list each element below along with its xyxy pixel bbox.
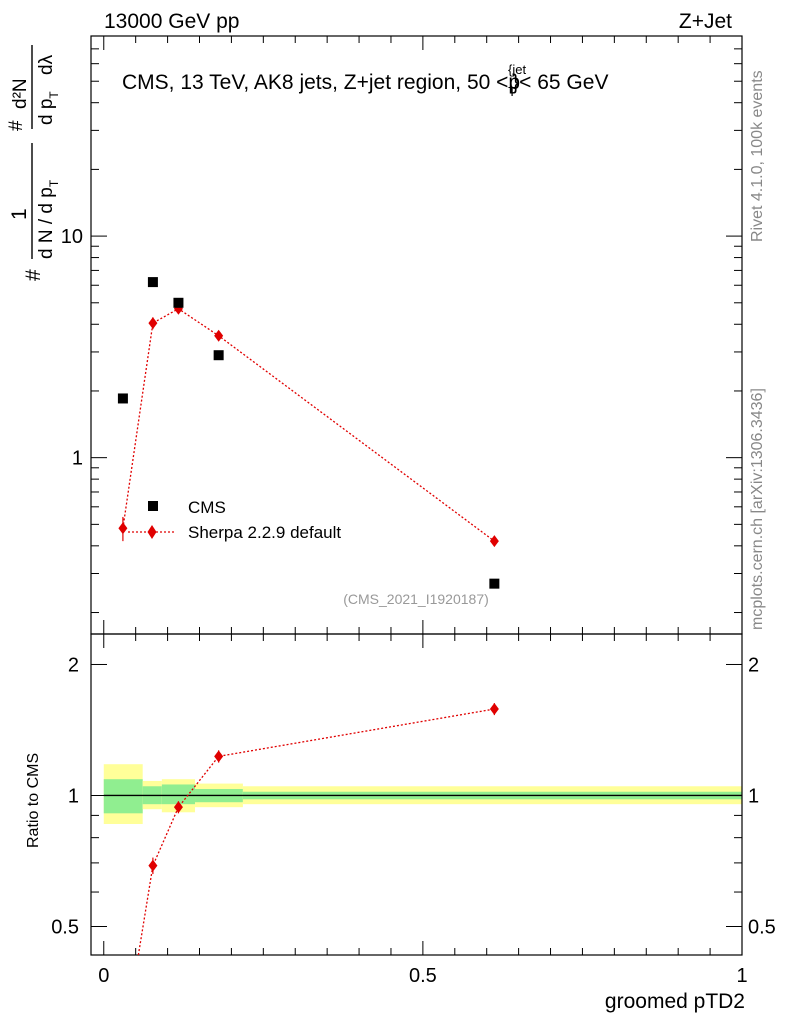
title-after: }< 65 GeV [512,71,608,94]
legend: CMS Sherpa 2.2.9 default [128,498,341,542]
sherpa-point [214,329,224,342]
chart-title: CMS, 13 TeV, AK8 jets, Z+jet region, 50 … [122,62,608,99]
ylabel-one: 1 [8,208,31,220]
ratio-ylabel: Ratio to CMS [25,753,42,848]
main-ylabel: # 1 d N / d pT d²N # d pT dλ [6,45,61,281]
header-left: 13000 GeV pp [104,10,239,33]
ratio-band-inner [103,779,143,814]
title-before: CMS, 13 TeV, AK8 jets, Z+jet region, 50 … [122,71,508,94]
sherpa-point [489,535,499,548]
ratio-panel: 0.5 0.5 1 1 2 2 0 0.5 1 Ratio to CMS groomed pTD… [25,633,776,1013]
cms-point [117,393,128,404]
title-sub: T [508,84,516,99]
rivet-label: Rivet 4.1.0, 100k events [749,70,766,242]
cms-point [213,350,224,361]
cms-point [147,277,158,288]
ratio-bands [103,764,742,824]
ratio-ticks: 0.5 0.5 1 1 2 2 0 0.5 1 [51,634,776,987]
ratio-ytick-label-right: 0.5 [748,916,776,938]
ylabel-num-den-sub: T [47,91,61,99]
legend-label-cms: CMS [188,498,226,517]
mcplots-label: mcplots.cern.ch [arXiv:1306.3436] [749,388,766,630]
xtick-label: 0.5 [409,965,437,987]
sherpa-point [148,317,158,330]
cms-point [489,578,500,589]
main-ytick-label: 10 [61,226,83,248]
ylabel-hash-2: # [6,120,27,131]
ylabel-dlambda: dλ [36,54,57,75]
legend-marker-sherpa [147,525,157,539]
main-ticks: 1 10 [61,35,743,634]
title-p: p [508,71,520,94]
ylabel-num-den-text: d p [36,99,57,125]
sherpa-point [118,522,128,535]
main-plot-area [117,277,500,589]
main-panel: 1 10 CMS, 13 TeV, AK8 jets, Z+jet region,… [6,35,743,635]
legend-marker-cms [148,501,158,511]
ratio-sherpa-point [489,703,499,716]
xtick-label: 1 [736,965,747,987]
ratio-ytick-label-left: 1 [68,785,79,807]
ylabel-den-text: d N / d p [36,187,57,259]
cms-point [173,297,184,308]
ylabel-num-den: d pT [36,91,61,125]
ratio-ytick-label-right: 2 [748,654,759,676]
ratio-sherpa-point [148,859,158,872]
ylabel-denominator: d N / d pT [36,179,61,259]
ratio-ytick-label-right: 1 [748,785,759,807]
ratio-sherpa-line [137,708,495,956]
analysis-watermark: (CMS_2021_I1920187) [343,591,489,607]
xtick-label: 0 [98,965,109,987]
sherpa-line [122,307,495,542]
header-right: Z+Jet [679,10,732,33]
ratio-frame [90,633,743,956]
title-sup: {jet [508,62,526,77]
legend-label-sherpa: Sherpa 2.2.9 default [188,523,341,542]
ratio-band-inner [161,784,196,805]
ratio-ytick-label-left: 0.5 [51,916,79,938]
xaxis-label: groomed pTD2 [605,990,745,1013]
ratio-plot-area [137,703,499,956]
ratio-sherpa-point [214,750,224,763]
ylabel-hash: # [22,269,45,281]
ratio-sherpa-point [173,801,183,814]
main-ytick-label: 1 [72,448,83,470]
ratio-ytick-label-left: 2 [68,654,79,676]
ylabel-den-sub: T [47,179,61,187]
ylabel-numerator: d²N [10,78,31,109]
main-frame [90,35,743,635]
